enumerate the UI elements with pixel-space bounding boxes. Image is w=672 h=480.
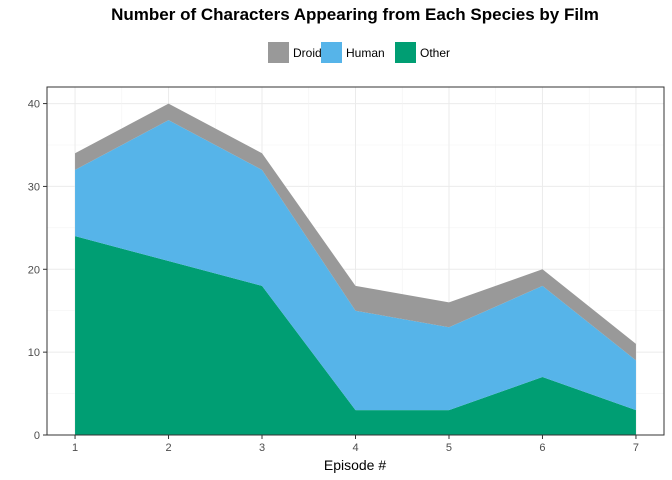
y-axis: 0 10 20 30 40 [28,99,47,442]
y-tick-label: 30 [28,181,40,193]
x-tick-label: 2 [165,442,171,454]
legend-key-human [321,42,342,63]
area-droid [75,103,636,361]
legend: Droid Human Other [268,42,450,63]
x-tick-label: 7 [633,442,639,454]
y-tick-label: 40 [28,99,40,111]
legend-label-human: Human [346,46,385,60]
chart-title: Number of Characters Appearing from Each… [111,5,599,24]
area-other [75,236,636,435]
y-tick-label: 10 [28,347,40,359]
x-tick-label: 3 [259,442,265,454]
legend-label-droid: Droid [293,46,322,60]
x-axis: 1 2 3 4 5 6 7 [72,435,639,454]
x-tick-label: 5 [446,442,452,454]
x-axis-title: Episode # [324,457,386,473]
legend-key-other [395,42,416,63]
y-tick-label: 20 [28,264,40,276]
legend-label-other: Other [420,46,450,60]
x-tick-label: 1 [72,442,78,454]
x-tick-label: 6 [539,442,545,454]
legend-key-droid [268,42,289,63]
area-human [75,120,636,411]
x-tick-label: 4 [352,442,358,454]
area-series [75,103,636,435]
y-tick-label: 0 [34,430,40,442]
